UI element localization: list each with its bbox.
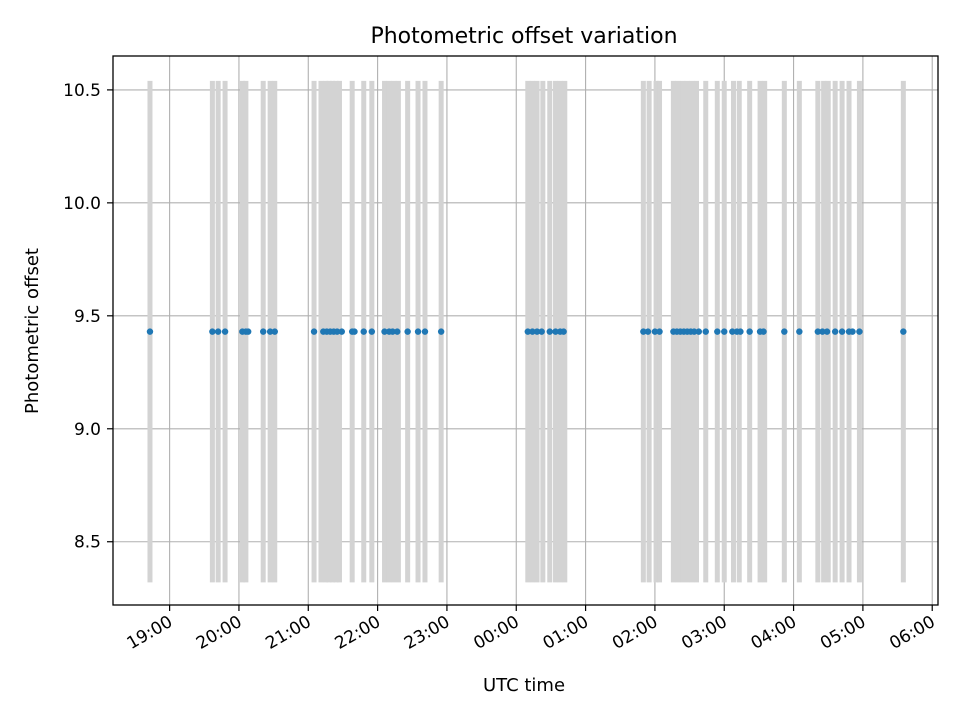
- chart-title: Photometric offset variation: [370, 24, 677, 49]
- data-point: [271, 328, 278, 335]
- data-point: [437, 328, 445, 335]
- data-point: [729, 328, 736, 335]
- data-point: [856, 328, 863, 335]
- data-point: [209, 328, 216, 335]
- y-tick-label: 10.0: [63, 194, 101, 214]
- data-point: [266, 328, 274, 335]
- data-point: [814, 328, 822, 335]
- data-point: [714, 328, 721, 335]
- data-point: [552, 328, 559, 335]
- data-point: [796, 328, 803, 335]
- data-point: [221, 328, 229, 335]
- y-tick-label: 8.5: [74, 533, 101, 553]
- plot-area-frame: [112, 55, 939, 606]
- data-point: [721, 328, 728, 335]
- data-point: [546, 328, 553, 335]
- data-point: [746, 328, 753, 335]
- data-point: [414, 328, 422, 335]
- data-point: [351, 328, 358, 335]
- data-point: [421, 328, 429, 335]
- x-axis-label: UTC time: [483, 675, 565, 696]
- data-point: [338, 328, 345, 335]
- data-points: [146, 328, 907, 335]
- y-tick-label: 10.5: [63, 81, 101, 101]
- y-tick-label: 9.0: [74, 420, 101, 440]
- data-point: [760, 328, 767, 335]
- data-point: [146, 328, 154, 335]
- data-point: [333, 328, 341, 335]
- data-point: [529, 328, 536, 335]
- data-point: [644, 328, 652, 335]
- data-point: [690, 328, 698, 335]
- data-point: [214, 328, 222, 335]
- data-point: [702, 328, 709, 335]
- data-point: [538, 328, 545, 335]
- y-axis-ticks: 8.5 9.0 9.5 10.0 10.5: [63, 81, 113, 553]
- data-point: [656, 328, 663, 335]
- data-point: [389, 328, 396, 335]
- data-point: [394, 328, 401, 335]
- data-point: [404, 328, 411, 335]
- data-point: [838, 328, 846, 335]
- data-point: [360, 328, 367, 335]
- data-point: [560, 328, 567, 335]
- data-point: [260, 328, 267, 335]
- data-point: [381, 328, 388, 335]
- data-point: [695, 328, 703, 335]
- data-point: [524, 328, 532, 335]
- data-point: [244, 328, 252, 335]
- data-point: [533, 328, 541, 335]
- data-point: [849, 328, 856, 335]
- data-point: [368, 328, 376, 335]
- data-point: [819, 328, 826, 335]
- data-point: [310, 328, 318, 335]
- data-point: [651, 328, 659, 335]
- data-point: [737, 328, 744, 335]
- data-point: [900, 328, 907, 335]
- y-axis-label: Photometric offset: [22, 248, 43, 414]
- data-point: [781, 328, 788, 335]
- data-point: [823, 328, 831, 335]
- data-point: [640, 328, 647, 335]
- y-tick-label: 9.5: [74, 307, 101, 327]
- data-point: [831, 328, 839, 335]
